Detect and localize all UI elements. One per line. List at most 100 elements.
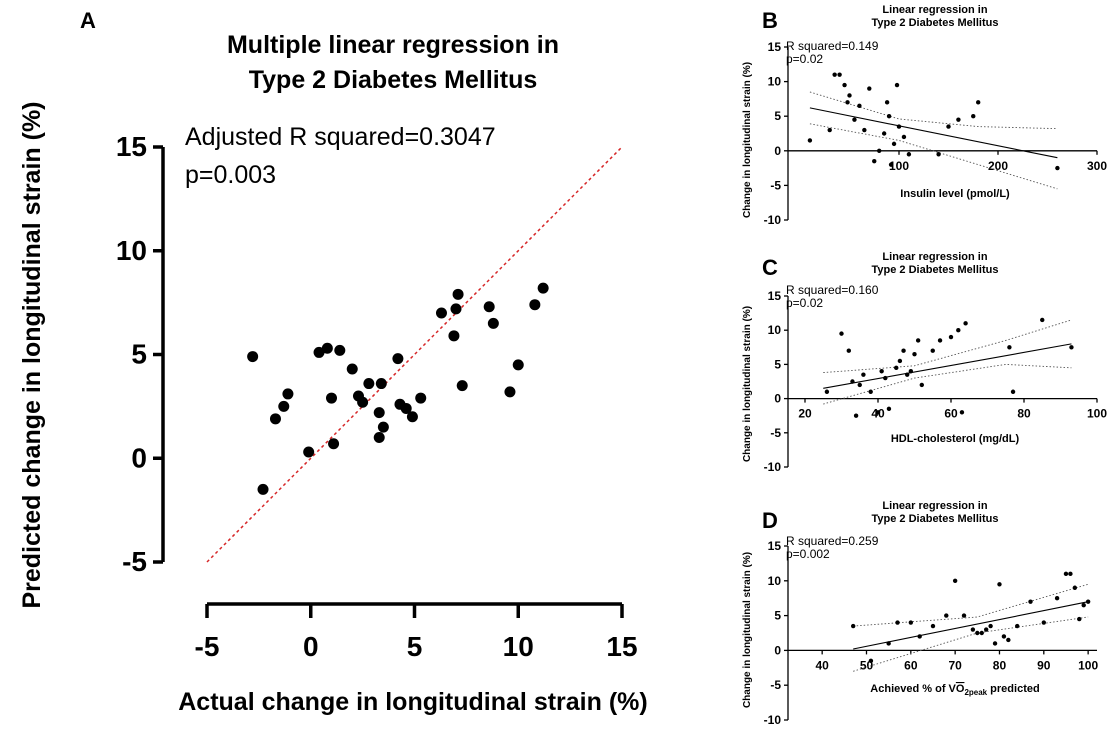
panel-b-data-point <box>827 127 832 133</box>
panel-a-data-point <box>456 380 468 392</box>
panel-d-ci-upper <box>853 583 1089 627</box>
panel-d-x-tick-label: 90 <box>1037 658 1051 672</box>
panel-a-annotation-p: p=0.003 <box>185 161 276 189</box>
panel-b-data-point <box>862 127 867 133</box>
panel-b-data-point <box>936 152 941 157</box>
panel-b-data-point <box>888 162 894 167</box>
panel-a-data-point <box>375 378 387 390</box>
panel-c-data-point <box>956 328 961 333</box>
panel-d-y-tick-label: 0 <box>774 643 781 657</box>
panel-a-data-point <box>448 330 460 342</box>
panel-c-data-point <box>937 338 943 343</box>
panel-a-data-point <box>321 342 333 354</box>
panel-b-title: Linear regression in <box>882 4 987 16</box>
panel-d-data-point <box>1006 637 1011 643</box>
panel-a-data-point <box>504 386 516 398</box>
panel-c-y-tick-label: 15 <box>768 289 782 303</box>
panel-c-data-point <box>879 369 884 374</box>
panel-a-data-point <box>415 392 427 404</box>
panel-c-data-point <box>886 406 892 412</box>
panel-b-data-point <box>852 117 857 122</box>
panel-d-data-point <box>1054 596 1060 601</box>
panel-b-data-point <box>971 114 976 119</box>
panel-d-data-point <box>1068 571 1073 577</box>
panel-b-fit-line <box>809 107 1058 159</box>
panel-c-data-point <box>850 379 855 384</box>
panel-c-title: Linear regression in <box>882 251 987 263</box>
panel-c-data-point <box>861 372 866 377</box>
panel-d-data-point <box>992 641 998 646</box>
panel-b-data-point <box>845 100 850 105</box>
panel-c-data-point <box>1040 317 1045 323</box>
panel-a-subtitle: Type 2 Diabetes Mellitus <box>249 66 538 94</box>
panel-d-data-point <box>1028 599 1033 604</box>
panel-a-data-point <box>435 307 447 319</box>
panel-d-data-point <box>983 627 989 632</box>
panel-a-data-point <box>346 363 358 375</box>
panel-a-data-point <box>373 432 385 443</box>
panel-b-y-tick-label: -5 <box>770 178 781 192</box>
panel-d-x-tick-label: 100 <box>1078 658 1098 672</box>
panel-c-data-point <box>839 331 844 336</box>
panel-c-x-tick-label: 80 <box>1017 407 1031 421</box>
panel-b-data-point <box>847 93 852 98</box>
panel-b-x-tick-label: 100 <box>889 159 909 173</box>
panel-b-data-point <box>842 82 847 88</box>
panel-b-data-point <box>837 72 842 77</box>
panel-c-data-point <box>963 321 968 326</box>
panel-c-y-tick-label: -10 <box>764 460 782 474</box>
panel-b-data-point <box>1055 165 1060 171</box>
panel-c-data-point <box>824 389 830 394</box>
panel-b-xlabel: Insulin level (pmol/L) <box>900 188 1010 200</box>
panel-d-data-point <box>944 613 949 618</box>
panel-a-data-point <box>247 351 259 363</box>
panel-b-annotation-p: p=0.02 <box>786 52 823 66</box>
panel-a-x-tick-label: 0 <box>303 631 319 662</box>
panel-d-data-point <box>1072 585 1078 590</box>
panel-d-x-tick-label: 40 <box>815 658 829 672</box>
panel-a-x-tick-label: 10 <box>503 631 534 662</box>
panel-a-data-point <box>406 411 418 423</box>
panel-d-data-point <box>979 630 984 636</box>
panel-c-x-tick-label: 100 <box>1087 407 1107 421</box>
panel-c-data-point <box>1007 345 1012 350</box>
panel-d-data-point <box>970 627 976 632</box>
panel-c-data-point <box>868 389 873 394</box>
panel-a-y-tick-label: 0 <box>131 442 147 473</box>
panel-b-data-point <box>976 100 981 105</box>
panel-a-data-point <box>282 388 294 400</box>
panel-a-data-point <box>363 378 375 390</box>
panel-b-y-tick-label: 15 <box>768 40 782 54</box>
panel-c-fit-line <box>823 343 1072 389</box>
panel-b-y-tick-label: 0 <box>774 144 781 158</box>
panel-a-data-point <box>257 483 269 495</box>
panel-a-data-point <box>377 421 389 433</box>
panel-d-fit-line <box>853 601 1089 650</box>
panel-c-x-tick-label: 60 <box>944 407 958 421</box>
panel-a-y-tick-label: -5 <box>122 546 147 577</box>
panel-b-data-point <box>832 72 837 77</box>
panel-d-data-point <box>988 623 993 629</box>
panel-b-data-point <box>872 158 877 164</box>
panel-c-x-tick-label: 20 <box>798 407 812 421</box>
panel-c-data-point <box>930 348 935 353</box>
panel-c-annotation-r2: R squared=0.160 <box>786 283 879 297</box>
panel-d-xlabel: Achieved % of VO2peak predicted <box>870 683 1039 697</box>
panel-c-data-point <box>846 348 851 353</box>
panel-a-data-point <box>334 344 346 356</box>
panel-d-data-point <box>850 623 856 629</box>
panel-d-data-point <box>908 620 914 625</box>
panel-c-data-point <box>857 382 862 388</box>
panel-b-x-tick-label: 200 <box>988 159 1008 173</box>
panel-a-data-point <box>357 396 369 408</box>
panel-c-ci-lower <box>823 363 1072 405</box>
panel-d-data-point <box>895 620 900 625</box>
panel-a-data-point <box>303 446 315 458</box>
panel-a-data-point <box>392 353 404 365</box>
panel-d-xlabel-part-4: predicted <box>987 683 1040 695</box>
panel-c-data-point <box>1010 389 1016 394</box>
panel-label-a: A <box>80 8 96 33</box>
panel-c-xlabel: HDL-cholesterol (mg/dL) <box>891 433 1020 445</box>
